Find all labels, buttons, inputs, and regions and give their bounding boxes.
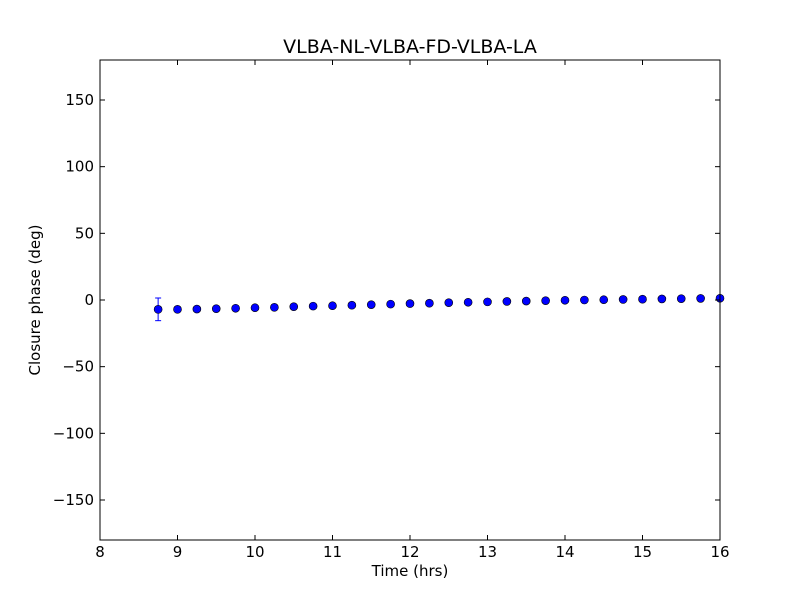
plot-area [99,59,725,541]
y-tick-label: 50 [75,224,94,242]
data-point-26 [657,294,667,304]
data-point-3 [211,304,221,313]
data-point-8 [308,301,318,311]
data-point-25 [638,294,647,304]
data-point-6 [270,303,279,312]
y-tick-label: −50 [62,358,94,376]
marker-layer [153,293,725,314]
y-tick-label: 150 [65,91,94,109]
x-tick-label: 11 [323,543,342,561]
y-tick-label: 100 [65,158,94,176]
y-axis: −150 −100 −50 0 50 100 150 [53,91,720,509]
data-point-10 [347,300,357,310]
data-point-19 [521,296,531,306]
data-point-28 [696,294,705,303]
data-point-27 [676,294,686,303]
data-point-11 [366,300,376,309]
x-tick-label: 12 [400,543,419,561]
data-point-22 [580,295,589,305]
data-point-20 [541,296,550,305]
x-tick-label: 16 [710,543,729,561]
x-tick-label: 14 [555,543,574,561]
data-point-2 [192,304,202,314]
data-point-7 [289,302,299,311]
data-point-17 [483,297,492,307]
data-point-24 [618,295,628,304]
y-tick-label: 0 [84,291,94,309]
data-point-5 [250,303,260,313]
data-point-13 [405,299,415,308]
x-tick-label: 9 [173,543,183,561]
data-point-0 [153,305,163,314]
chart-title: VLBA-NL-VLBA-FD-VLBA-LA [283,36,537,58]
data-point-9 [328,301,337,311]
x-tick-label: 10 [245,543,264,561]
x-axis: 8 9 10 11 12 13 14 15 16 [95,60,730,561]
x-tick-label: 13 [478,543,497,561]
data-point-4 [231,303,240,313]
data-point-14 [425,298,434,308]
data-point-1 [173,305,182,314]
y-tick-label: −100 [53,424,94,442]
y-axis-label: Closure phase (deg) [26,225,44,376]
data-point-12 [386,299,395,309]
data-point-21 [560,295,570,305]
x-axis-label: Time (hrs) [371,562,449,580]
data-point-18 [502,297,512,306]
y-tick-label: −150 [53,491,94,509]
data-point-23 [599,295,609,305]
data-point-16 [463,297,473,307]
data-point-15 [444,298,454,307]
x-tick-label: 15 [633,543,652,561]
x-tick-label: 8 [95,543,105,561]
